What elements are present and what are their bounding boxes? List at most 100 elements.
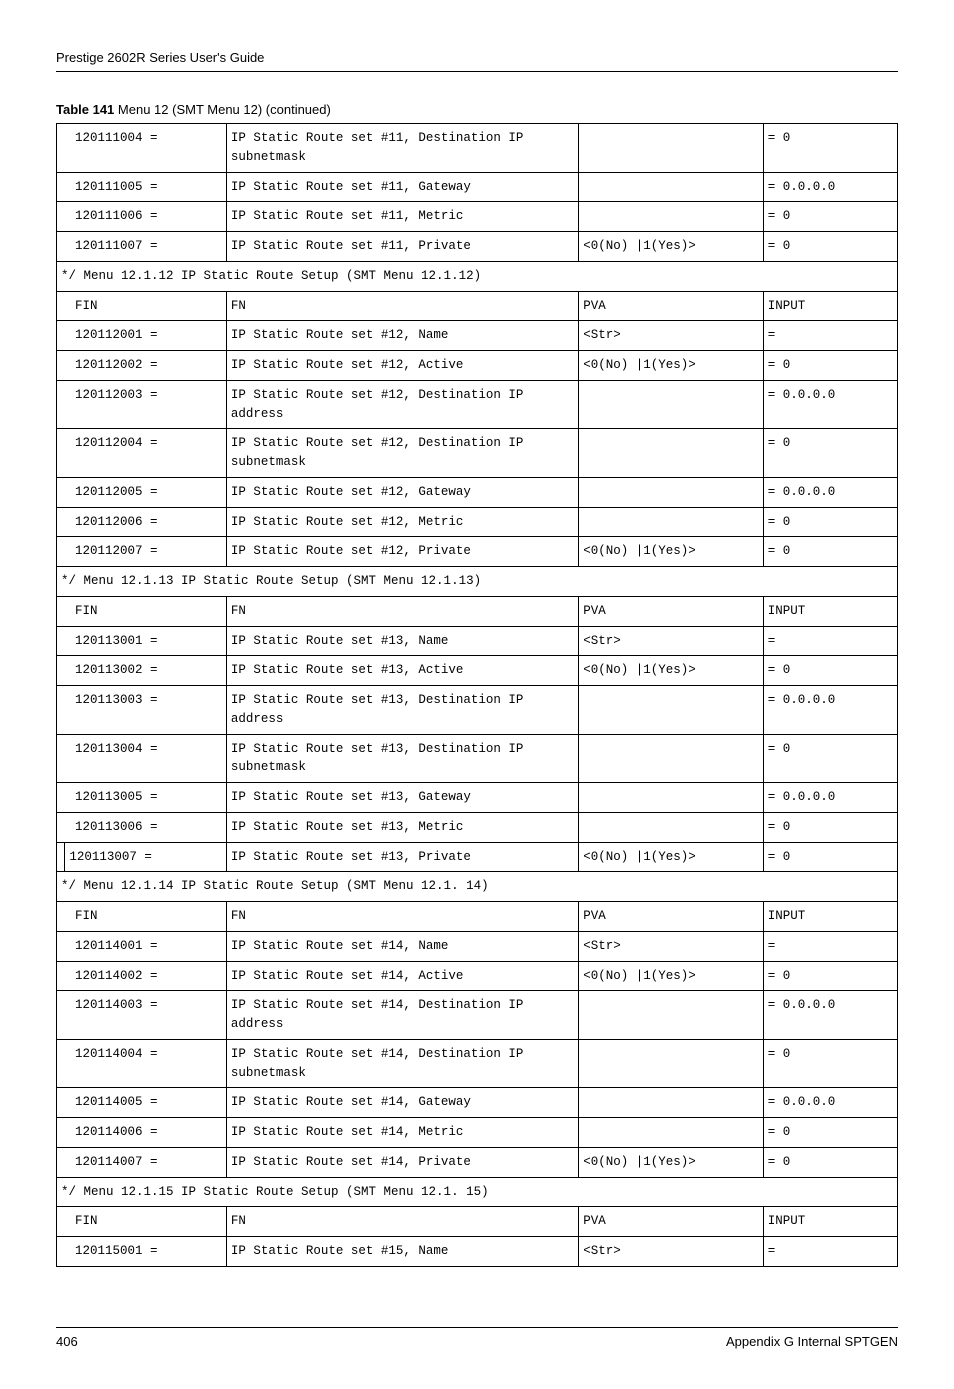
fin-cell: 120114001 = <box>57 931 227 961</box>
input-cell: INPUT <box>763 596 897 626</box>
fn-cell: IP Static Route set #13, Gateway <box>226 783 578 813</box>
fin-cell: 120114005 = <box>57 1088 227 1118</box>
table-row: 120113001 =IP Static Route set #13, Name… <box>57 626 898 656</box>
fn-cell: IP Static Route set #13, Destination IP … <box>226 734 578 783</box>
fn-cell: IP Static Route set #12, Gateway <box>226 477 578 507</box>
table-row: 120111004 =IP Static Route set #11, Dest… <box>57 124 898 173</box>
pva-cell <box>579 172 764 202</box>
fin-cell: 120112006 = <box>57 507 227 537</box>
input-cell: = 0 <box>763 1118 897 1148</box>
fin-cell: 120114003 = <box>57 991 227 1040</box>
input-cell: = 0 <box>763 537 897 567</box>
smt-menu-table: 120111004 =IP Static Route set #11, Dest… <box>56 123 898 1267</box>
input-cell: = 0.0.0.0 <box>763 1088 897 1118</box>
pva-cell <box>579 991 764 1040</box>
input-cell: = 0 <box>763 842 897 872</box>
fn-cell: IP Static Route set #14, Destination IP … <box>226 1039 578 1088</box>
input-cell: = 0 <box>763 202 897 232</box>
table-row: 120114004 =IP Static Route set #14, Dest… <box>57 1039 898 1088</box>
input-cell: INPUT <box>763 902 897 932</box>
fin-cell: 120114004 = <box>57 1039 227 1088</box>
table-row: 120113002 =IP Static Route set #13, Acti… <box>57 656 898 686</box>
fn-cell: IP Static Route set #12, Active <box>226 351 578 381</box>
table-row: FINFNPVAINPUT <box>57 291 898 321</box>
fn-cell: FN <box>226 902 578 932</box>
section-header-cell: */ Menu 12.1.12 IP Static Route Setup (S… <box>57 261 898 291</box>
fin-cell: 120111005 = <box>57 172 227 202</box>
table-row: 120111007 =IP Static Route set #11, Priv… <box>57 232 898 262</box>
input-cell: INPUT <box>763 1207 897 1237</box>
table-row: 120113007 =IP Static Route set #13, Priv… <box>57 842 898 872</box>
table-row: 120112004 =IP Static Route set #12, Dest… <box>57 429 898 478</box>
input-cell: = 0 <box>763 507 897 537</box>
table-row: 120114001 =IP Static Route set #14, Name… <box>57 931 898 961</box>
page-header: Prestige 2602R Series User's Guide <box>56 50 898 72</box>
pva-cell <box>579 429 764 478</box>
table-row: 120113003 =IP Static Route set #13, Dest… <box>57 686 898 735</box>
section-header-cell: */ Menu 12.1.15 IP Static Route Setup (S… <box>57 1177 898 1207</box>
pva-cell: <0(No) |1(Yes)> <box>579 842 764 872</box>
input-cell: = 0 <box>763 1039 897 1088</box>
fin-cell: 120113005 = <box>57 783 227 813</box>
pva-cell: <0(No) |1(Yes)> <box>579 537 764 567</box>
pva-cell: <0(No) |1(Yes)> <box>579 232 764 262</box>
fin-cell: 120111006 = <box>57 202 227 232</box>
fn-cell: IP Static Route set #11, Private <box>226 232 578 262</box>
pva-cell: <0(No) |1(Yes)> <box>579 961 764 991</box>
input-cell: INPUT <box>763 291 897 321</box>
input-cell: = 0 <box>763 812 897 842</box>
fn-cell: FN <box>226 1207 578 1237</box>
pva-cell <box>579 202 764 232</box>
fin-cell: FIN <box>57 1207 227 1237</box>
table-row: 120111005 =IP Static Route set #11, Gate… <box>57 172 898 202</box>
fin-cell: 120112001 = <box>57 321 227 351</box>
fin-cell: 120112004 = <box>57 429 227 478</box>
table-row: */ Menu 12.1.14 IP Static Route Setup (S… <box>57 872 898 902</box>
page-footer: 406 Appendix G Internal SPTGEN <box>56 1327 898 1349</box>
input-cell: = 0 <box>763 429 897 478</box>
input-cell: = <box>763 1237 897 1267</box>
table-row: 120113004 =IP Static Route set #13, Dest… <box>57 734 898 783</box>
input-cell: = 0 <box>763 734 897 783</box>
fn-cell: IP Static Route set #14, Gateway <box>226 1088 578 1118</box>
caption-rest: Menu 12 (SMT Menu 12) (continued) <box>114 102 331 117</box>
fn-cell: IP Static Route set #14, Destination IP … <box>226 991 578 1040</box>
input-cell: = 0.0.0.0 <box>763 380 897 429</box>
input-cell: = 0 <box>763 656 897 686</box>
pva-cell: PVA <box>579 291 764 321</box>
table-row: 120112001 =IP Static Route set #12, Name… <box>57 321 898 351</box>
input-cell: = <box>763 321 897 351</box>
section-header-cell: */ Menu 12.1.14 IP Static Route Setup (S… <box>57 872 898 902</box>
fn-cell: IP Static Route set #14, Name <box>226 931 578 961</box>
fin-cell: 120114007 = <box>57 1147 227 1177</box>
pva-cell: <0(No) |1(Yes)> <box>579 351 764 381</box>
fin-cell: 120113006 = <box>57 812 227 842</box>
footer-appendix: Appendix G Internal SPTGEN <box>726 1334 898 1349</box>
table-row: 120112007 =IP Static Route set #12, Priv… <box>57 537 898 567</box>
fn-cell: IP Static Route set #12, Name <box>226 321 578 351</box>
table-row: FINFNPVAINPUT <box>57 596 898 626</box>
table-row: 120115001 =IP Static Route set #15, Name… <box>57 1237 898 1267</box>
table-row: FINFNPVAINPUT <box>57 902 898 932</box>
pva-cell <box>579 783 764 813</box>
fin-cell: 120111007 = <box>57 232 227 262</box>
fn-cell: IP Static Route set #11, Metric <box>226 202 578 232</box>
fn-cell: IP Static Route set #13, Metric <box>226 812 578 842</box>
fin-cell: FIN <box>57 902 227 932</box>
table-row: 120111006 =IP Static Route set #11, Metr… <box>57 202 898 232</box>
fin-cell: 120112005 = <box>57 477 227 507</box>
fn-cell: IP Static Route set #13, Active <box>226 656 578 686</box>
fin-cell: 120115001 = <box>57 1237 227 1267</box>
table-row: 120112005 =IP Static Route set #12, Gate… <box>57 477 898 507</box>
pva-cell: <Str> <box>579 626 764 656</box>
table-row: 120112002 =IP Static Route set #12, Acti… <box>57 351 898 381</box>
table-row: 120114003 =IP Static Route set #14, Dest… <box>57 991 898 1040</box>
pva-cell <box>579 1118 764 1148</box>
table-row: 120112006 =IP Static Route set #12, Metr… <box>57 507 898 537</box>
pva-cell: <0(No) |1(Yes)> <box>579 1147 764 1177</box>
input-cell: = 0.0.0.0 <box>763 991 897 1040</box>
fin-cell: 120111004 = <box>57 124 227 173</box>
table-row: 120113005 =IP Static Route set #13, Gate… <box>57 783 898 813</box>
pva-cell: <Str> <box>579 1237 764 1267</box>
fn-cell: IP Static Route set #15, Name <box>226 1237 578 1267</box>
